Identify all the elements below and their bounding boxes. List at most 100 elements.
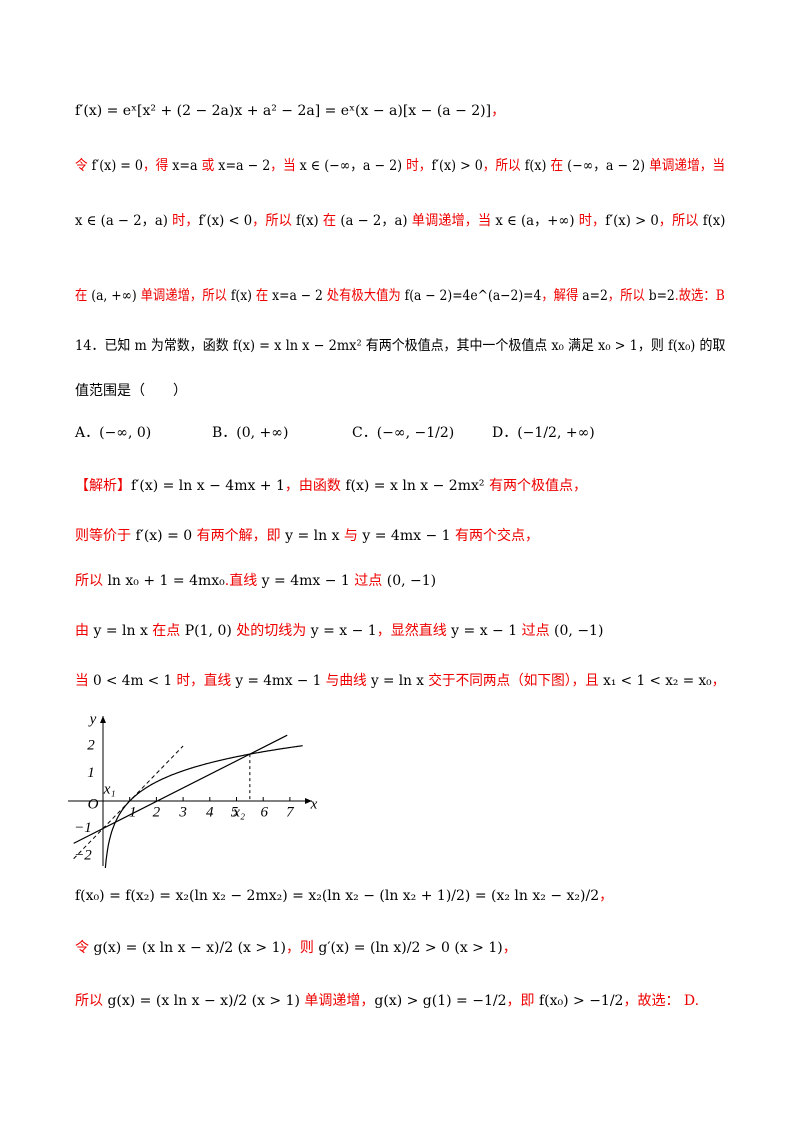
text-segment: ln x₀ + 1 = 4mx₀	[107, 573, 225, 589]
figure-label: x₁	[103, 781, 116, 797]
text-segment: P(1, 0)	[184, 623, 232, 639]
text-segment: 【解析】	[75, 478, 131, 494]
figure-label: y	[88, 711, 97, 727]
figure-label: 5	[231, 804, 239, 820]
text-segment: x₁ < 1 < x₂ = x₀	[603, 673, 712, 689]
text-segment: f′(x) = 0	[135, 528, 193, 544]
figure-label: x	[310, 796, 318, 812]
figure-label: 3	[178, 804, 187, 820]
text-line: 所以 g(x) = (x ln x − x)/2 (x > 1) 单调递增，g(…	[75, 990, 699, 1010]
text-segment: 则等价于	[75, 528, 136, 544]
text-segment: ，得	[142, 158, 173, 174]
text-segment: g′(x) = (ln x)/2 > 0 (x > 1)	[318, 940, 503, 956]
text-segment: ，即	[506, 993, 539, 1009]
text-segment: 当	[75, 673, 93, 689]
x-arrow	[305, 798, 312, 804]
text-segment: 单调递增，当	[645, 158, 726, 174]
text-segment: x=a	[172, 158, 198, 174]
text-line: 值范围是（ ）	[75, 380, 187, 400]
figure-label: 4	[206, 804, 214, 820]
text-segment: f′(x) = 0	[91, 158, 143, 174]
option: C．(−∞, −1/2)	[352, 425, 455, 441]
text-segment: f′(x) > 0	[431, 158, 483, 174]
figure-label: 1	[87, 765, 95, 781]
text-line: 令 g(x) = (x ln x − x)/2 (x > 1)，则 g′(x) …	[75, 937, 517, 957]
text-segment: f′(x) < 0	[198, 213, 253, 229]
text-segment: x ∈ (−∞，a − 2)	[299, 158, 403, 174]
text-segment: ，当	[270, 158, 300, 174]
text-segment: 过点	[517, 623, 555, 639]
figure-label: 2	[87, 737, 95, 753]
text-segment: (a − 2，a)	[340, 213, 408, 229]
text-segment: x ∈ (a，+∞)	[495, 213, 575, 229]
text-segment: ，所以	[482, 158, 525, 174]
text-segment: 在	[318, 213, 341, 229]
text-segment: g(x) = (x ln x − x)/2 (x > 1)	[107, 993, 300, 1009]
figure-label: −1	[74, 820, 92, 836]
text-segment: 时，	[402, 158, 432, 174]
text-line: 则等价于 f′(x) = 0 有两个解，即 y = ln x 与 y = 4mx…	[75, 525, 539, 545]
secant-line	[73, 734, 288, 844]
text-segment: 处有极大值为	[322, 288, 405, 304]
text-segment: 所以	[75, 993, 108, 1009]
figure-label: 1	[129, 804, 137, 820]
text-segment: .故选：B	[674, 288, 725, 304]
text-segment: f(x₀) > −1/2	[538, 993, 624, 1009]
y-arrow	[100, 716, 106, 723]
text-segment: 时，	[167, 213, 199, 229]
text-segment: f′(x) = ln x − 4mx + 1	[131, 478, 285, 494]
text-line: 所以 ln x₀ + 1 = 4mx₀.直线 y = 4mx − 1 过点 (0…	[75, 570, 436, 590]
figure-label: −2	[74, 847, 92, 863]
text-segment: y = ln x	[370, 673, 424, 689]
option: A．(−∞, 0)	[75, 425, 152, 441]
text-segment: ，故选： D.	[623, 993, 700, 1009]
tangent-line	[73, 745, 184, 860]
text-segment: ，所以	[658, 213, 703, 229]
text-line: f′(x) = eˣ[x² + (2 − 2a)x + a² − 2a] = e…	[75, 100, 505, 120]
text-segment: ，所以	[607, 288, 649, 304]
option: D．(−1/2, +∞)	[492, 425, 595, 441]
text-segment: 0 < 4m < 1	[92, 673, 173, 689]
text-segment: ，显然直线	[376, 623, 452, 639]
text-segment: 交于不同两点（如下图），且	[423, 673, 604, 689]
text-segment: g(x) = (x ln x − x)/2 (x > 1)	[93, 940, 286, 956]
text-segment: 与	[339, 528, 363, 544]
text-segment: f(x)	[230, 288, 252, 304]
text-segment: 单调递增，当	[407, 213, 496, 229]
text-segment: 令	[75, 158, 92, 174]
text-segment: y = 4mx − 1	[235, 673, 322, 689]
text-segment: f(x)	[296, 213, 319, 229]
text-segment: 在	[546, 158, 568, 174]
text-segment: (−∞，a − 2)	[567, 158, 646, 174]
text-segment: x=a − 2	[272, 288, 323, 304]
text-segment: 有两个解，即	[192, 528, 286, 544]
option: B．(0, +∞)	[212, 425, 289, 441]
text-segment: x ∈ (a − 2，a)	[75, 213, 168, 229]
text-segment: f′(x) > 0	[605, 213, 659, 229]
figure-label: O	[88, 796, 99, 812]
text-line: 14．已知 m 为常数，函数 f(x) = x ln x − 2mx² 有两个极…	[75, 335, 725, 355]
text-segment: 时，	[574, 213, 606, 229]
text-segment: ，解得	[541, 288, 583, 304]
text-segment: 在	[75, 288, 92, 304]
text-segment: (0, −1)	[386, 573, 437, 589]
figure-label: 2	[153, 804, 161, 820]
text-segment: y = 4mx − 1	[362, 528, 451, 544]
text-segment: 过点	[349, 573, 387, 589]
text-line: 令 f′(x) = 0，得 x=a 或 x=a − 2，当 x ∈ (−∞，a …	[75, 155, 725, 175]
text-segment: 值范围是（ ）	[75, 383, 187, 399]
text-segment: ，	[711, 673, 726, 689]
text-segment: 有两个极值点，	[484, 478, 587, 494]
text-line: 【解析】f′(x) = ln x − 4mx + 1，由函数 f(x) = x …	[75, 475, 587, 495]
text-line: f(x₀) = f(x₂) = x₂(ln x₂ − 2mx₂) = x₂(ln…	[75, 885, 613, 905]
log-curve	[104, 745, 303, 868]
text-segment: y = 4mx − 1	[261, 573, 350, 589]
text-segment: b=2	[648, 288, 675, 304]
text-segment: g(x) > g(1) = −1/2	[374, 993, 507, 1009]
text-segment: y = ln x	[285, 528, 340, 544]
text-segment: ，	[502, 940, 517, 956]
figure-label: x₂	[232, 804, 245, 820]
text-segment: y = ln x	[93, 623, 148, 639]
text-segment: 时，直线	[172, 673, 236, 689]
